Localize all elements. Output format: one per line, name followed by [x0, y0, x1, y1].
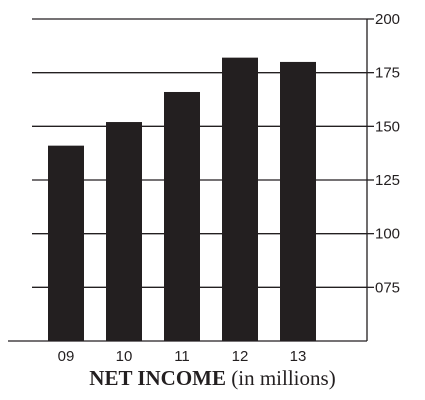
- y-tick-label: 125: [375, 172, 400, 189]
- bar-chart: 075 100 125 150 175 200 09 10 11 12 13: [8, 11, 400, 365]
- bar: [106, 122, 142, 341]
- x-tick-labels: 09 10 11 12 13: [58, 348, 307, 365]
- bar: [48, 145, 84, 341]
- y-tick-labels: 075 100 125 150 175 200: [375, 11, 400, 296]
- bar: [164, 91, 200, 341]
- y-tick-label: 175: [375, 65, 400, 82]
- x-tick-label: 10: [116, 348, 133, 365]
- chart-title: NET INCOME: [89, 366, 227, 390]
- y-tick-label: 150: [375, 118, 400, 135]
- chart-title-units: (in millions): [231, 366, 336, 390]
- bar: [222, 57, 258, 341]
- y-tick-label: 100: [375, 226, 400, 243]
- bars: [48, 57, 316, 341]
- x-tick-label: 12: [232, 348, 249, 365]
- axes: [8, 18, 374, 342]
- x-tick-label: 09: [58, 348, 75, 365]
- x-tick-label: 13: [290, 348, 307, 365]
- y-tick-label: 200: [375, 11, 400, 28]
- chart-caption: NET INCOME (in millions): [0, 366, 425, 391]
- bar: [280, 61, 316, 341]
- x-tick-label: 11: [174, 348, 190, 365]
- y-tick-label: 075: [375, 279, 400, 296]
